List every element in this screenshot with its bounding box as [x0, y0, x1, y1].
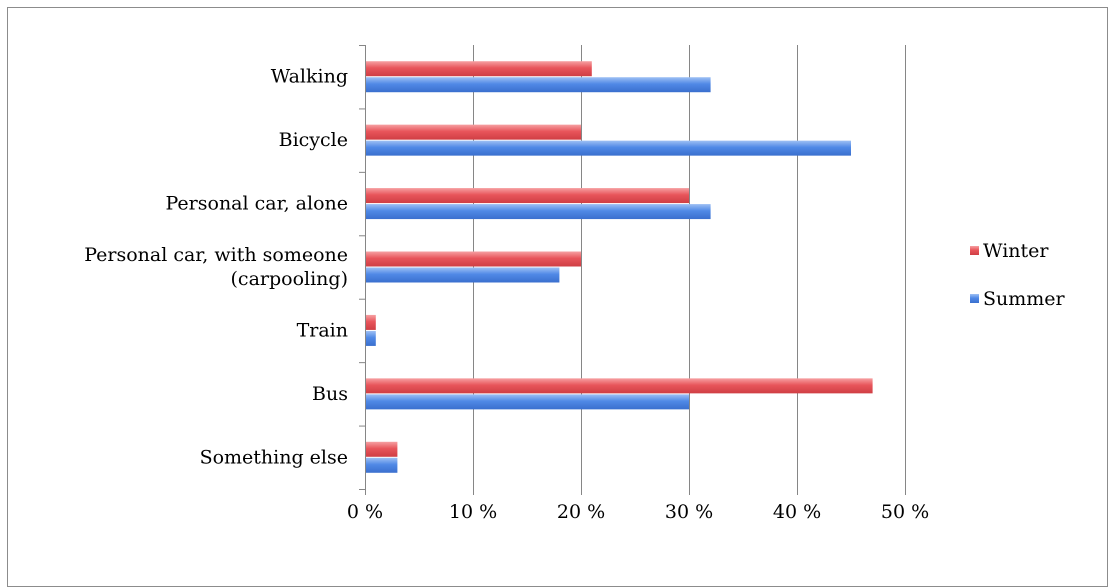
legend-swatch-summer	[970, 294, 979, 303]
bar-summer-6	[365, 457, 398, 473]
gridlines	[473, 45, 906, 489]
category-label-5: Bus	[312, 383, 348, 405]
bar-winter-1	[365, 124, 581, 140]
bars	[365, 61, 873, 473]
axes	[359, 45, 906, 495]
category-label-2: Personal car, alone	[166, 193, 349, 215]
x-tick-label-10: 10 %	[449, 501, 497, 523]
bar-summer-5	[365, 394, 689, 410]
legend-swatch-winter	[970, 246, 979, 255]
category-label-0: Walking	[271, 66, 348, 88]
bar-summer-1	[365, 140, 851, 156]
bar-winter-6	[365, 441, 398, 457]
category-label-4: Train	[297, 319, 348, 341]
category-label-3-0: Personal car, with someone	[84, 244, 348, 266]
category-label-6: Something else	[200, 446, 348, 468]
chart-area: Walking Bicycle Personal car, alone Persona…	[7, 7, 1108, 587]
category-label-3-1: (carpooling)	[231, 268, 348, 290]
bar-winter-4	[365, 314, 376, 330]
bar-summer-0	[365, 77, 711, 93]
bar-winter-2	[365, 188, 689, 204]
bar-summer-2	[365, 204, 711, 220]
labels: Walking Bicycle Personal car, alone Persona…	[84, 66, 929, 523]
legend: Winter Summer	[970, 240, 1066, 310]
category-label-1: Bicycle	[279, 129, 348, 151]
legend-label-winter: Winter	[983, 240, 1049, 262]
bar-chart: Walking Bicycle Personal car, alone Persona…	[84, 45, 1066, 523]
bar-winter-0	[365, 61, 592, 77]
legend-label-summer: Summer	[983, 288, 1066, 310]
x-tick-label-40: 40 %	[773, 501, 821, 523]
bar-summer-4	[365, 330, 376, 346]
bar-summer-3	[365, 267, 560, 283]
x-tick-label-0: 0 %	[347, 501, 383, 523]
bar-winter-3	[365, 251, 581, 267]
x-tick-label-50: 50 %	[881, 501, 929, 523]
x-tick-label-20: 20 %	[557, 501, 605, 523]
x-tick-label-30: 30 %	[665, 501, 713, 523]
bar-winter-5	[365, 378, 873, 394]
